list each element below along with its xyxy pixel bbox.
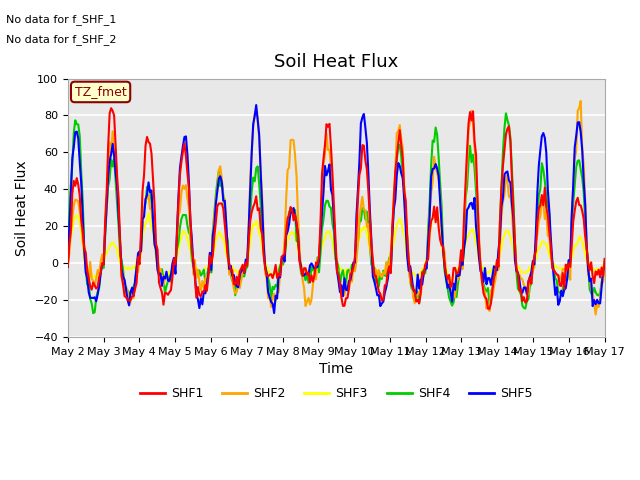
- SHF5: [242, 257, 250, 263]
- SHF4: [252, 165, 260, 171]
- SHF2: [64, 263, 72, 269]
- SHF4: [300, 272, 308, 277]
- SHF1: [300, 265, 308, 271]
- SHF5: [224, 248, 232, 254]
- SHF5: [64, 264, 72, 270]
- SHF1: [108, 105, 115, 111]
- SHF4: [574, 158, 582, 164]
- SHF1: [252, 193, 260, 199]
- SHF3: [130, 264, 138, 269]
- Line: SHF3: SHF3: [68, 211, 605, 281]
- SHF4: [90, 310, 97, 316]
- SHF2: [601, 259, 609, 265]
- SHF4: [64, 264, 72, 270]
- SHF3: [242, 263, 250, 269]
- Line: SHF4: SHF4: [68, 113, 605, 313]
- SHF1: [64, 264, 72, 269]
- Text: TZ_fmet: TZ_fmet: [75, 85, 127, 98]
- SHF2: [571, 156, 579, 161]
- SHF2: [242, 259, 250, 265]
- SHF2: [592, 312, 600, 317]
- SHF4: [502, 110, 510, 116]
- SHF5: [601, 263, 609, 269]
- Title: Soil Heat Flux: Soil Heat Flux: [274, 53, 398, 72]
- SHF4: [601, 267, 609, 273]
- X-axis label: Time: Time: [319, 362, 353, 376]
- SHF3: [251, 222, 259, 228]
- SHF5: [574, 120, 582, 125]
- SHF2: [299, 276, 307, 282]
- SHF2: [251, 111, 259, 117]
- SHF5: [252, 102, 260, 108]
- SHF2: [577, 98, 584, 104]
- SHF1: [601, 256, 609, 262]
- Line: SHF2: SHF2: [68, 101, 605, 314]
- SHF2: [224, 253, 232, 259]
- SHF3: [224, 257, 232, 263]
- SHF1: [243, 263, 251, 269]
- SHF5: [130, 293, 138, 299]
- SHF1: [574, 195, 582, 201]
- Line: SHF5: SHF5: [68, 105, 605, 313]
- SHF3: [574, 240, 582, 245]
- SHF2: [130, 295, 138, 301]
- SHF3: [601, 259, 609, 265]
- SHF1: [486, 306, 493, 312]
- SHF3: [299, 264, 307, 270]
- SHF5: [301, 270, 309, 276]
- Text: No data for f_SHF_2: No data for f_SHF_2: [6, 34, 117, 45]
- SHF3: [64, 260, 72, 266]
- SHF4: [131, 280, 139, 286]
- SHF1: [131, 286, 139, 292]
- SHF3: [447, 278, 454, 284]
- SHF1: [225, 261, 233, 267]
- SHF3: [430, 208, 438, 214]
- Text: No data for f_SHF_1: No data for f_SHF_1: [6, 14, 116, 25]
- SHF4: [243, 264, 251, 270]
- Y-axis label: Soil Heat Flux: Soil Heat Flux: [15, 160, 29, 256]
- Legend: SHF1, SHF2, SHF3, SHF4, SHF5: SHF1, SHF2, SHF3, SHF4, SHF5: [134, 382, 538, 405]
- SHF5: [270, 310, 278, 316]
- Line: SHF1: SHF1: [68, 108, 605, 309]
- SHF4: [225, 265, 233, 271]
- SHF5: [251, 113, 259, 119]
